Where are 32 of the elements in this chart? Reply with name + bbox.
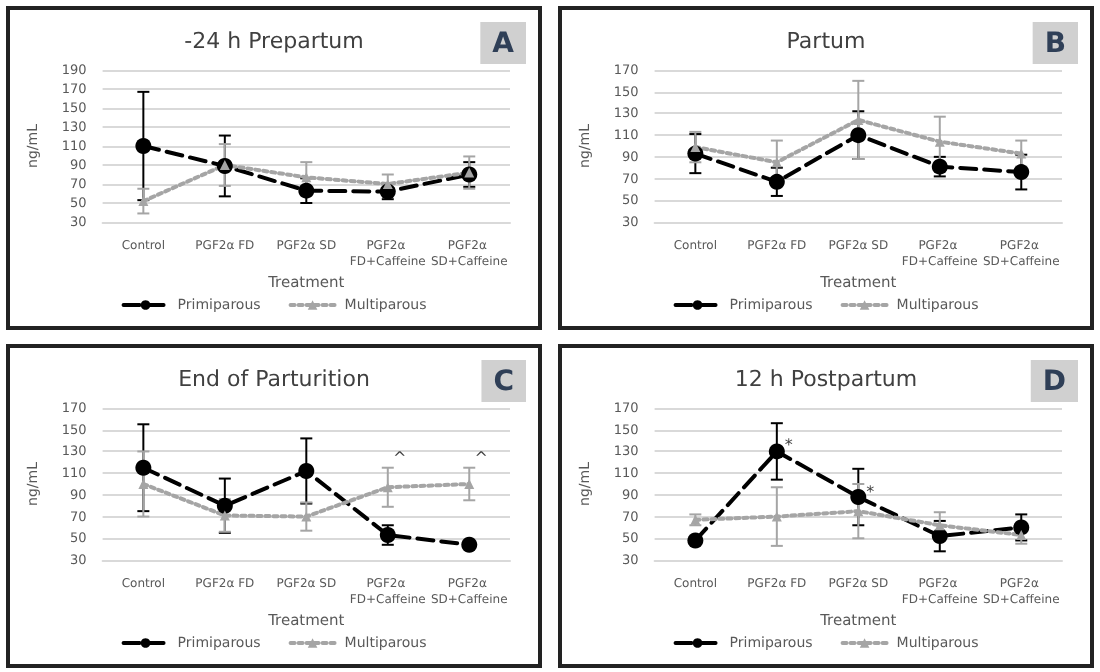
point	[135, 138, 152, 154]
point	[382, 482, 393, 493]
point	[1013, 519, 1030, 536]
annotation: *	[784, 435, 793, 454]
text: B	[1044, 28, 1066, 60]
point	[464, 167, 475, 178]
text: C	[493, 366, 515, 398]
point	[219, 510, 230, 521]
point	[298, 182, 315, 199]
point	[687, 532, 704, 549]
point	[768, 443, 785, 460]
point	[464, 479, 475, 489]
point	[768, 173, 785, 190]
point	[850, 489, 867, 506]
chart-title: Partum	[786, 28, 866, 54]
point	[301, 511, 312, 522]
point	[135, 459, 152, 476]
point	[931, 528, 948, 545]
chart-title: 12 h Postpartum	[734, 366, 918, 392]
point	[853, 506, 864, 517]
annotation: ^	[393, 448, 407, 467]
point	[461, 536, 478, 553]
text: D	[1042, 366, 1067, 398]
annotation: ^	[474, 448, 488, 467]
point	[850, 127, 867, 144]
chart-title: -24 h Prepartum	[184, 28, 364, 54]
point	[298, 462, 315, 479]
point	[138, 479, 149, 489]
text: A	[492, 28, 515, 60]
annotation: *	[866, 482, 875, 501]
point	[690, 142, 701, 153]
chart-title: End of Parturition	[178, 366, 370, 392]
